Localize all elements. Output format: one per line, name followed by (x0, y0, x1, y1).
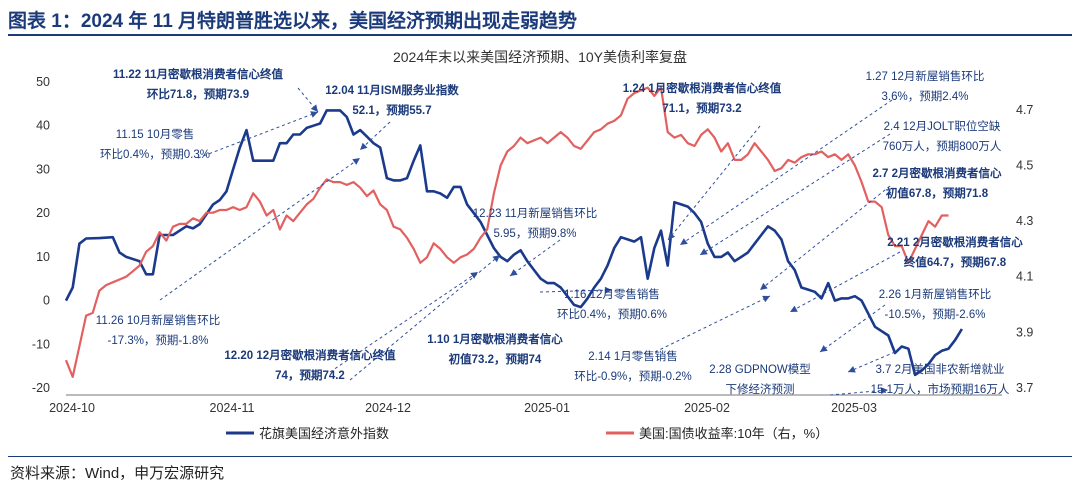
annotation-arrowhead (310, 111, 318, 118)
annotation-label-a2: 环比0.4%，预期0.3% (100, 148, 210, 161)
annotation-arrow (819, 304, 886, 353)
x-axis-tick-label: 2024-11 (210, 401, 255, 415)
annotation-label-a3: 12.04 11月ISM服务业指数 (325, 83, 459, 97)
annotation-arrow (679, 99, 893, 246)
figure-title: 图表 1：2024 年 11 月特朗普胜选以来，美国经济预期出现走弱趋势 (8, 11, 578, 32)
x-axis-tick-label: 2024-10 (49, 401, 95, 415)
annotation-label-a14: 2.21 2月密歇根消费者信心 (887, 235, 1023, 249)
right-axis-tick-label: 3.7 (1016, 381, 1033, 395)
annotation-arrow (359, 121, 391, 151)
left-axis-tick-label: 50 (36, 75, 50, 89)
annotation-label-a2: 11.15 10月零售 (116, 127, 194, 141)
annotation-arrowhead (510, 269, 518, 276)
right-axis-tick-label: 4.7 (1016, 103, 1033, 117)
annotation-label-a1: 11.22 11月密歇根消费者信心终值 (113, 67, 283, 81)
annotation-arrow (349, 254, 501, 381)
annotation-label-a10: 环比-0.9%，预期-0.2% (574, 370, 692, 383)
citi-surprise-line (64, 109, 964, 377)
source-note: 资料来源：Wind，申万宏源研究 (10, 465, 225, 482)
annotation-arrow (159, 157, 361, 301)
left-axis-tick-label: 10 (36, 250, 50, 264)
annotation-arrow (699, 133, 891, 256)
annotation-label-a17: 3.7 2月美国非农新增就业 (875, 362, 1004, 376)
annotation-label-a10: 2.14 1月零售销售 (588, 349, 677, 363)
left-axis-tick-label: 0 (43, 294, 50, 308)
annotation-arrowhead (700, 248, 708, 255)
annotation-label-a9: 1.16 12月零售销售 (564, 287, 660, 301)
annotation-label-a11: 3.6%，预期2.4% (882, 90, 969, 103)
annotation-label-a15: 2.26 1月新屋销售环比 (879, 287, 991, 301)
annotation-arrowhead (820, 345, 828, 352)
annotation-arrow (789, 251, 901, 313)
annotation-arrowhead (848, 366, 856, 373)
annotation-label-a15: -10.5%，预期-2.6% (885, 308, 986, 321)
annotation-label-a7: 1.10 1月密歇根消费者信心 (427, 332, 563, 346)
annotation-label-a8: 1.24 1月密歇根消费者信心终值 (623, 81, 782, 95)
annotation-label-a5: 12.20 12月密歇根消费者信心终值 (224, 348, 396, 362)
annotation-arrowhead (360, 142, 368, 150)
annotation-arrowhead (310, 104, 318, 112)
chart-canvas: 2024年末以来美国经济预期、10Y美债利率复盘 -20 -10 0 10 20 30 40… (32, 49, 1034, 441)
annotation-label-a4: -17.3%，预期-1.8% (108, 334, 209, 347)
x-axis-tick-label: 2025-01 (524, 401, 570, 415)
legend-label-citi: 花旗美国经济意外指数 (259, 426, 389, 441)
annotation-label-a3: 52.1，预期55.7 (352, 103, 431, 117)
annotation-arrow (654, 295, 771, 353)
annotation-label-a6: 12.23 11月新屋销售环比 (473, 206, 597, 220)
annotation-arrow (509, 239, 561, 277)
annotation-label-a7: 初值73.2，预期74 (449, 352, 542, 366)
x-axis-tick-label: 2025-02 (684, 401, 730, 415)
left-axis-tick-label: 20 (36, 206, 50, 220)
annotation-label-a16: 下修经济预测 (726, 382, 795, 396)
annotation-label-a14: 终值64.7，预期67.8 (904, 255, 1007, 269)
annotation-arrowhead (604, 286, 612, 294)
right-axis-tick-label: 3.9 (1016, 325, 1033, 339)
annotation-label-a9: 环比0.4%，预期0.6% (557, 308, 667, 321)
annotation-label-a6: 5.95，预期9.8% (493, 227, 576, 240)
right-axis-tick-label: 4.5 (1016, 158, 1033, 172)
x-axis-tick-label: 2025-03 (831, 401, 877, 415)
annotation-arrowhead (352, 158, 360, 165)
source-rule (8, 456, 1072, 457)
annotation-label-a5: 74，预期74.2 (275, 368, 345, 382)
right-axis-tick-label: 4.1 (1016, 270, 1033, 284)
right-axis-tick-label: 4.3 (1016, 214, 1033, 228)
annotation-label-a17: 15.1万人，市场预期16万人 (871, 382, 1010, 396)
annotation-arrowhead (762, 295, 770, 303)
chart-title: 2024年末以来美国经济预期、10Y美债利率复盘 (393, 49, 687, 65)
left-axis-tick-label: -10 (32, 337, 50, 351)
annotation-label-a13: 初值67.8，预期71.8 (886, 186, 989, 200)
annotation-arrow (539, 289, 613, 293)
ust10y-line (64, 86, 949, 378)
annotation-label-a4: 11.26 10月新屋销售环比 (96, 313, 220, 327)
annotation-arrowhead (880, 387, 888, 395)
left-axis-tick-label: -20 (32, 381, 50, 395)
annotation-arrowhead (760, 282, 768, 290)
annotation-label-a11: 1.27 12月新屋销售环比 (866, 69, 985, 83)
annotation-arrow (759, 185, 891, 291)
annotation-arrow (847, 351, 896, 373)
annotation-arrow (829, 389, 889, 396)
left-axis-tick-label: 40 (36, 119, 50, 133)
annotation-arrowhead (668, 232, 676, 240)
title-rule (8, 34, 1072, 36)
annotation-label-a13: 2.7 2月密歇根消费者信心 (872, 166, 1002, 180)
annotation-arrow (667, 125, 761, 241)
legend-label-ust10y: 美国:国债收益率:10年（右，%） (639, 426, 828, 441)
annotation-arrowhead (790, 305, 798, 312)
annotation-arrowhead (470, 272, 478, 279)
annotation-label-a16: 2.28 GDPNOW模型 (709, 362, 811, 376)
annotation-label-a1: 环比71.8，预期73.9 (147, 87, 249, 101)
x-axis-tick-label: 2024-12 (365, 401, 411, 415)
left-axis-tick-label: 30 (36, 162, 50, 176)
annotation-label-a12: 2.4 12月JOLT职位空缺 (884, 119, 1001, 133)
annotation-label-a8: 71.1，预期73.2 (662, 101, 741, 115)
annotation-label-a12: 760万人，预期800万人 (883, 140, 1002, 153)
annotation-arrowhead (680, 238, 688, 245)
annotation-arrowhead (492, 255, 500, 263)
